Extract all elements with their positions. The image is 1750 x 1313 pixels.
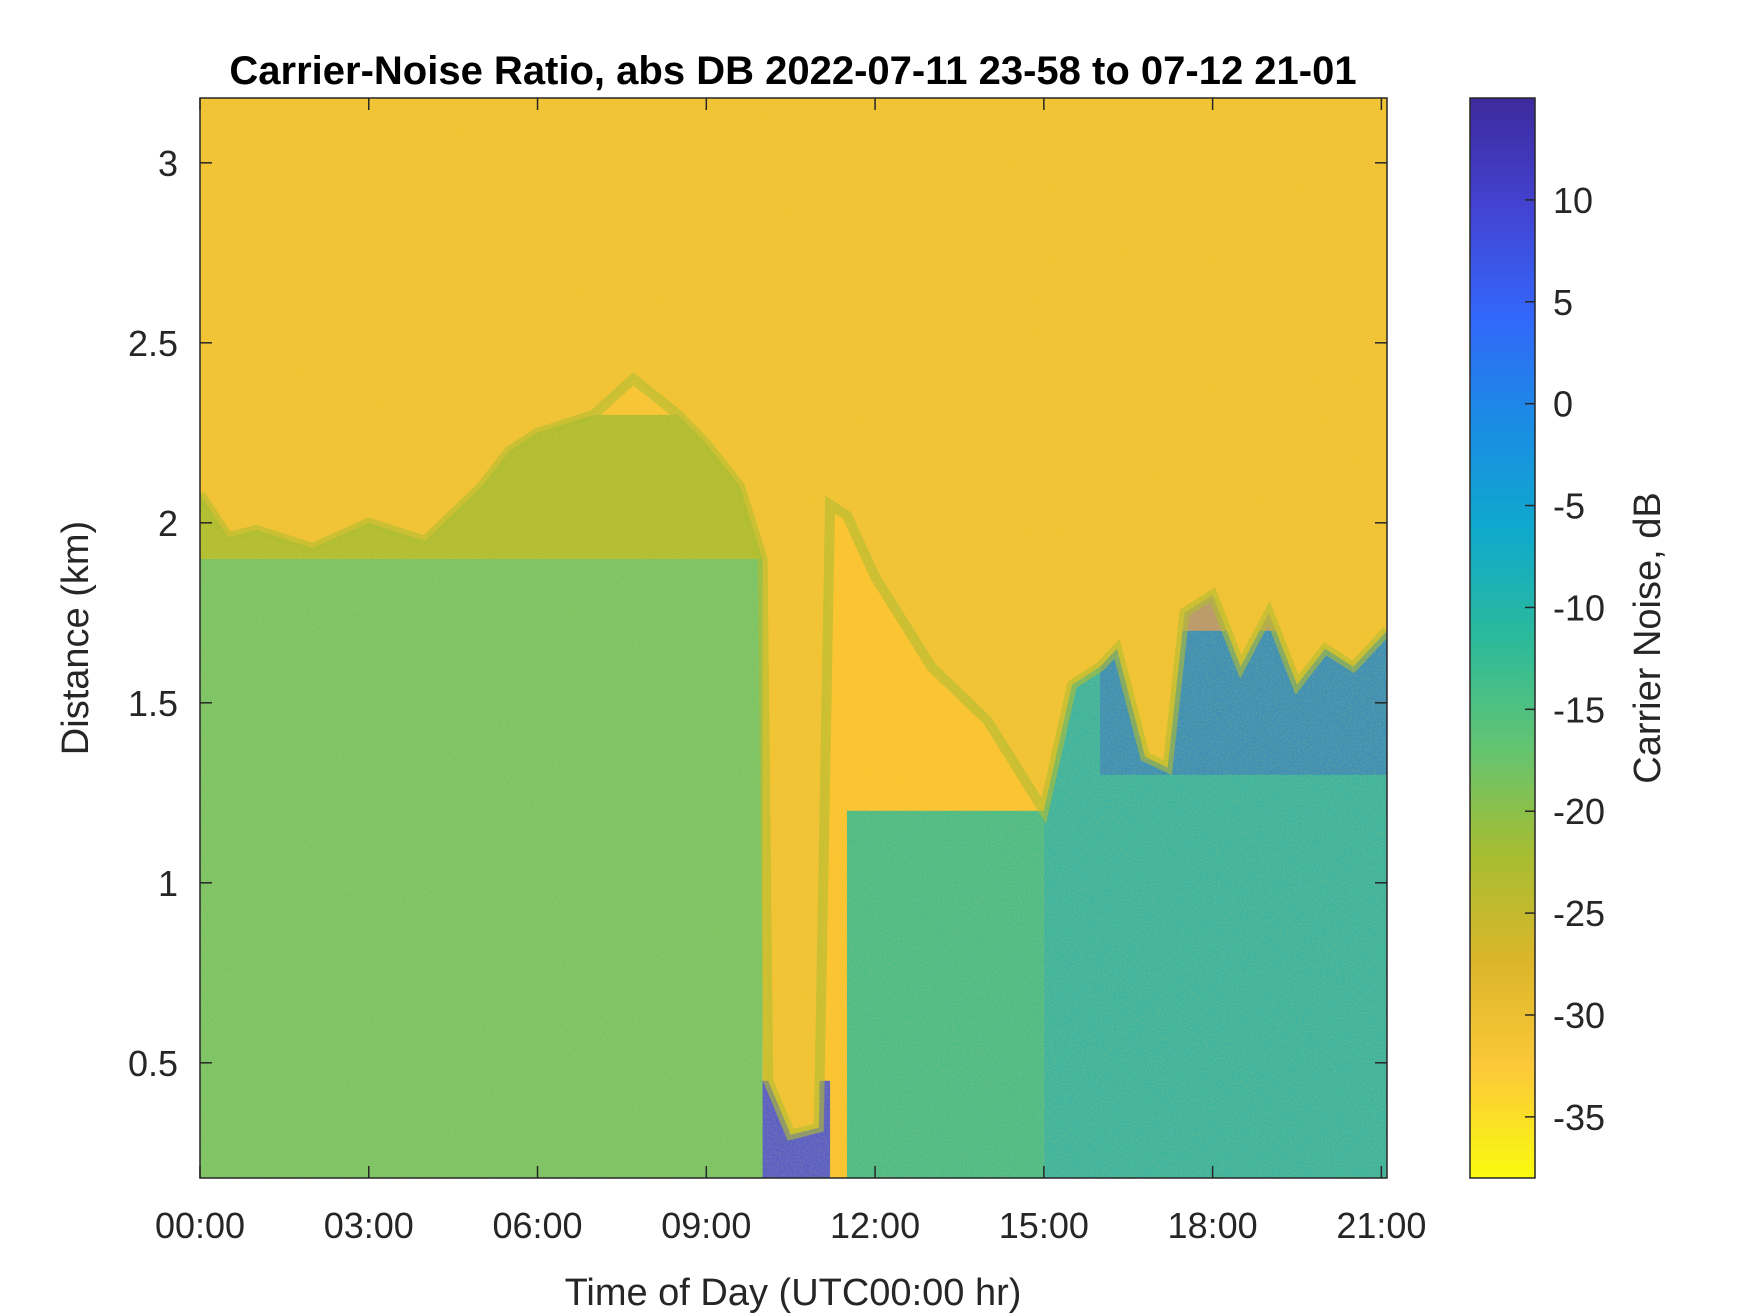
y-axis: 0.5 1 1.5 2 2.5 3: [128, 143, 1387, 1084]
heatmap-plot: [200, 98, 1387, 1178]
colorbar-tick-label: -15: [1553, 689, 1605, 730]
y-tick-label: 1.5: [128, 683, 178, 724]
plot-frame: [199, 97, 1388, 1179]
y-axis-label: Distance (km): [55, 521, 97, 755]
colorbar-tick-label: -5: [1553, 486, 1585, 527]
x-tick-label: 18:00: [1168, 1205, 1258, 1246]
x-tick-label: 21:00: [1336, 1205, 1426, 1246]
x-tick-label: 06:00: [492, 1205, 582, 1246]
colorbar-tick-label: -20: [1553, 791, 1605, 832]
colorbar-ticks: 10 5 0 -5 -10 -15 -20 -25 -30 -35: [1525, 180, 1605, 1138]
noise-speckle: [200, 98, 1387, 1178]
x-axis: 00:00 03:00 06:00 09:00 12:00 15:00 18:00 21:00: [155, 98, 1426, 1246]
x-axis-label: Time of Day (UTC00:00 hr): [565, 1272, 1022, 1313]
y-tick-label: 1: [158, 863, 178, 904]
colorbar-tick-label: -35: [1553, 1097, 1605, 1138]
y-tick-label: 3: [158, 143, 178, 184]
x-tick-label: 15:00: [999, 1205, 1089, 1246]
y-tick-label: 2: [158, 503, 178, 544]
colorbar-gradient: [1469, 97, 1536, 1179]
colorbar: 10 5 0 -5 -10 -15 -20 -25 -30 -35: [1469, 97, 1605, 1179]
colorbar-tick-label: 5: [1553, 282, 1573, 323]
x-tick-label: 00:00: [155, 1205, 245, 1246]
y-tick-label: 0.5: [128, 1043, 178, 1084]
colorbar-tick-label: -10: [1553, 587, 1605, 628]
chart-title: Carrier-Noise Ratio, abs DB 2022-07-11 2…: [229, 49, 1356, 93]
x-tick-label: 03:00: [324, 1205, 414, 1246]
colorbar-tick-label: -25: [1553, 893, 1605, 934]
x-tick-label: 12:00: [830, 1205, 920, 1246]
colorbar-tick-label: -30: [1553, 995, 1605, 1036]
x-tick-label: 09:00: [661, 1205, 751, 1246]
colorbar-label: Carrier Noise, dB: [1627, 492, 1669, 783]
y-tick-label: 2.5: [128, 323, 178, 364]
colorbar-tick-label: 0: [1553, 384, 1573, 425]
colorbar-tick-label: 10: [1553, 180, 1593, 221]
